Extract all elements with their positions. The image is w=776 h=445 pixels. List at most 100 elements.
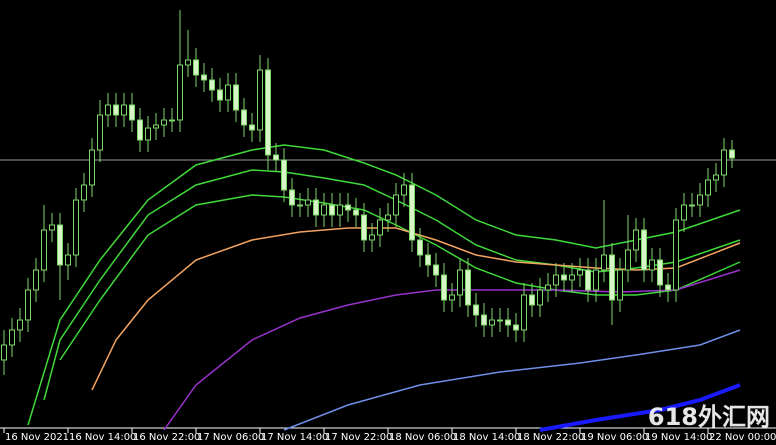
moving-average-line [43, 169, 741, 401]
candle-body [569, 274, 575, 281]
x-tick-label: 19 Nov 14:00 [645, 432, 712, 443]
candle-body [457, 269, 463, 296]
candle-body [505, 319, 511, 326]
candle-body [473, 304, 479, 316]
candle-body [609, 254, 615, 301]
candle-body [441, 274, 447, 301]
candle-body [305, 199, 311, 206]
candle-body [377, 219, 383, 236]
candle-body [465, 269, 471, 306]
candle-body [513, 324, 519, 331]
candle-body [177, 64, 183, 121]
candle-body [433, 264, 439, 276]
candle-body [337, 204, 343, 216]
candle-body [721, 149, 727, 176]
candle-body [89, 149, 95, 186]
x-tick-label: 16 Nov 14:00 [69, 432, 136, 443]
candle-body [665, 284, 671, 291]
candle-body [385, 214, 391, 221]
candle-body [185, 59, 191, 66]
candle-body [361, 214, 367, 241]
candle-body [57, 224, 63, 266]
candle-body [97, 114, 103, 151]
candle-body [705, 179, 711, 196]
candle-body [681, 204, 687, 221]
candle-body [697, 194, 703, 206]
watermark: 618外汇网 [648, 403, 770, 431]
x-tick-label: 18 Nov 14:00 [453, 432, 520, 443]
candle-body [209, 79, 215, 91]
x-tick-label: 18 Nov 22:00 [517, 432, 584, 443]
x-tick-label: 22 Nov 00:00 [709, 432, 776, 443]
candle-body [321, 204, 327, 216]
candle-body [137, 119, 143, 141]
x-tick-label: 18 Nov 06:00 [389, 432, 456, 443]
candle-body [409, 184, 415, 241]
candle-body [193, 59, 199, 76]
candle-body [529, 294, 535, 306]
candle-body [425, 254, 431, 266]
candle-body [329, 204, 335, 216]
candle-body [561, 274, 567, 281]
candle-body [729, 149, 735, 159]
candle-body [33, 269, 39, 291]
candle-body [121, 104, 127, 116]
candle-body [521, 294, 527, 331]
candle-body [281, 159, 287, 191]
candle-body [241, 109, 247, 126]
candle-body [633, 229, 639, 251]
candle-body [673, 219, 679, 291]
candle-body [129, 104, 135, 121]
moving-average-line [91, 227, 741, 391]
candle-body [273, 154, 279, 161]
candle-body [417, 239, 423, 256]
candle-body [593, 269, 599, 291]
candle-body [641, 229, 647, 271]
x-tick-label: 16 Nov 22:00 [133, 432, 200, 443]
candle-body [449, 294, 455, 301]
candle-body [257, 69, 263, 131]
candle-body [297, 204, 303, 207]
candle-body [489, 319, 495, 326]
candle-body [249, 124, 255, 131]
candle-body [265, 69, 271, 156]
x-tick-label: 17 Nov 14:00 [261, 432, 328, 443]
candle-body [233, 84, 239, 111]
candle-body [169, 119, 175, 122]
candle-body [625, 249, 631, 271]
x-tick-label: 17 Nov 06:00 [197, 432, 264, 443]
x-tick-label: 19 Nov 06:00 [581, 432, 648, 443]
candle-body [553, 274, 559, 286]
x-tick-label: 17 Nov 22:00 [325, 432, 392, 443]
candle-body [217, 89, 223, 101]
candle-body [481, 314, 487, 326]
candle-body [601, 254, 607, 271]
candle-body [145, 127, 151, 141]
candle-body [649, 259, 655, 271]
candle-body [65, 254, 71, 266]
candle-body [201, 74, 207, 81]
candle-body [657, 259, 663, 286]
candle-body [41, 229, 47, 271]
candle-body [105, 104, 111, 116]
moving-average-line [539, 383, 741, 432]
candle-body [225, 84, 231, 101]
candle-body [161, 119, 167, 126]
moving-average-line [27, 144, 741, 426]
candle-body [49, 224, 55, 231]
x-tick-label: 16 Nov 2021 [5, 432, 69, 443]
candle-body [369, 234, 375, 241]
candle-body [9, 329, 15, 346]
candle-body [713, 174, 719, 181]
candle-body [585, 269, 591, 291]
moving-average-line [163, 269, 741, 431]
candle-body [25, 289, 31, 321]
candle-body [345, 204, 351, 211]
candle-body [1, 344, 7, 361]
candle-body [393, 194, 399, 216]
candle-body [401, 184, 407, 196]
candle-body [497, 319, 503, 322]
candle-body [577, 269, 583, 276]
candle-body [313, 199, 319, 216]
